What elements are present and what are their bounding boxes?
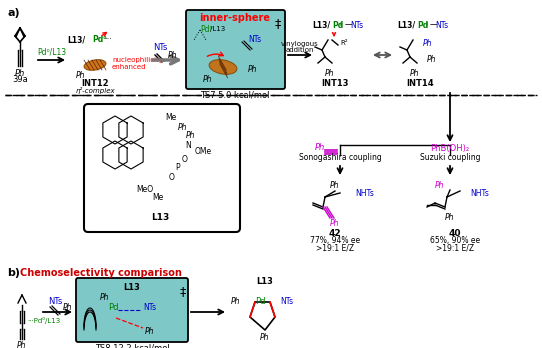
Text: Ph: Ph: [15, 69, 25, 78]
Text: Ph: Ph: [315, 143, 325, 152]
Text: nucleophilicity: nucleophilicity: [112, 57, 163, 63]
Text: ···Pd⁰/L13: ···Pd⁰/L13: [27, 317, 60, 324]
Text: Ph: Ph: [435, 181, 445, 190]
Text: NHTs: NHTs: [470, 189, 489, 198]
Text: INT13: INT13: [321, 79, 349, 87]
Text: Pd: Pd: [108, 303, 119, 313]
Text: MeO: MeO: [136, 185, 153, 195]
Text: inner-sphere: inner-sphere: [199, 13, 270, 23]
Text: Pd⁰: Pd⁰: [200, 24, 212, 33]
Text: Ph: Ph: [17, 340, 27, 348]
Text: Pd: Pd: [255, 298, 265, 307]
Text: Pd⁰/L13: Pd⁰/L13: [37, 47, 67, 56]
Text: /L13: /L13: [210, 26, 225, 32]
Text: Ph: Ph: [178, 122, 188, 132]
Text: Ph: Ph: [203, 76, 213, 85]
Text: Ph: Ph: [100, 293, 109, 302]
Text: 39a: 39a: [12, 76, 28, 85]
Text: Ph: Ph: [410, 69, 420, 78]
Text: addition: addition: [286, 47, 314, 53]
Text: O: O: [169, 173, 175, 182]
Text: Suzuki coupling: Suzuki coupling: [420, 153, 480, 163]
Text: Ph: Ph: [230, 298, 240, 307]
Text: Ph: Ph: [63, 302, 73, 311]
Text: L13: L13: [124, 284, 140, 293]
Text: Pd⁰: Pd⁰: [92, 35, 106, 45]
Text: Ph: Ph: [330, 181, 340, 190]
Text: Ph: Ph: [186, 132, 196, 141]
Text: Ph: Ph: [423, 39, 433, 47]
Text: II: II: [425, 22, 428, 27]
Text: N: N: [185, 142, 191, 150]
Text: 42: 42: [328, 229, 341, 237]
Text: L13/: L13/: [67, 35, 85, 45]
Text: b): b): [7, 268, 20, 278]
Text: O: O: [182, 156, 188, 165]
Text: enhanced: enhanced: [112, 64, 146, 70]
Text: Ph: Ph: [330, 219, 340, 228]
Text: ‡: ‡: [179, 285, 186, 298]
Text: Me: Me: [152, 193, 163, 203]
Text: Ph: Ph: [427, 55, 436, 64]
Text: —: —: [345, 21, 353, 30]
Text: 77%, 94% ee: 77%, 94% ee: [310, 237, 360, 245]
FancyBboxPatch shape: [76, 278, 188, 342]
Text: Ph: Ph: [325, 69, 335, 78]
Text: Pd: Pd: [417, 21, 428, 30]
Text: Ph: Ph: [260, 332, 270, 341]
Text: η²-complex: η²-complex: [75, 87, 115, 95]
Text: Me: Me: [165, 113, 176, 122]
Text: Ph: Ph: [145, 327, 155, 337]
Ellipse shape: [209, 60, 237, 74]
FancyBboxPatch shape: [186, 10, 285, 89]
Text: NTs: NTs: [248, 35, 261, 45]
Text: NTs: NTs: [48, 298, 62, 307]
Text: —: —: [430, 21, 437, 30]
Text: NTs: NTs: [350, 21, 363, 30]
Text: P: P: [176, 164, 180, 173]
Text: NTs: NTs: [153, 44, 167, 53]
Text: >19:1 E/Z: >19:1 E/Z: [316, 244, 354, 253]
Text: Ph: Ph: [75, 71, 85, 79]
Text: Ph: Ph: [248, 65, 258, 74]
Text: Chemoselectivity comparison: Chemoselectivity comparison: [20, 268, 182, 278]
Text: 40: 40: [449, 229, 461, 237]
Text: L13: L13: [256, 277, 273, 286]
Text: Ph: Ph: [445, 213, 455, 221]
Text: NTs: NTs: [280, 298, 293, 307]
Text: ‡: ‡: [275, 17, 281, 30]
Text: a): a): [8, 8, 21, 18]
Text: INT12: INT12: [81, 79, 109, 88]
Text: OMe: OMe: [195, 147, 212, 156]
FancyBboxPatch shape: [84, 104, 240, 232]
Text: ···: ···: [104, 35, 112, 45]
Text: vinylogous: vinylogous: [281, 41, 319, 47]
Text: R²: R²: [340, 40, 347, 46]
Text: Ph: Ph: [168, 50, 177, 60]
Ellipse shape: [84, 60, 106, 70]
Text: Sonogashira coupling: Sonogashira coupling: [299, 153, 382, 163]
Text: TS8 12.2 kcal/mol: TS8 12.2 kcal/mol: [95, 343, 169, 348]
Text: INT14: INT14: [406, 79, 434, 87]
Text: NHTs: NHTs: [355, 189, 374, 198]
Text: L13/: L13/: [312, 21, 330, 30]
Text: >19:1 E/Z: >19:1 E/Z: [436, 244, 474, 253]
Text: L13: L13: [151, 214, 169, 222]
Text: Pd: Pd: [332, 21, 343, 30]
Text: L13/: L13/: [397, 21, 415, 30]
Text: NTs: NTs: [143, 303, 156, 313]
Text: PhB(OH)₂: PhB(OH)₂: [430, 143, 469, 152]
Text: NTs: NTs: [435, 21, 448, 30]
Text: II: II: [340, 22, 343, 27]
Text: 65%, 90% ee: 65%, 90% ee: [430, 237, 480, 245]
Text: TS7 5.0 kcal/mol: TS7 5.0 kcal/mol: [200, 90, 270, 100]
